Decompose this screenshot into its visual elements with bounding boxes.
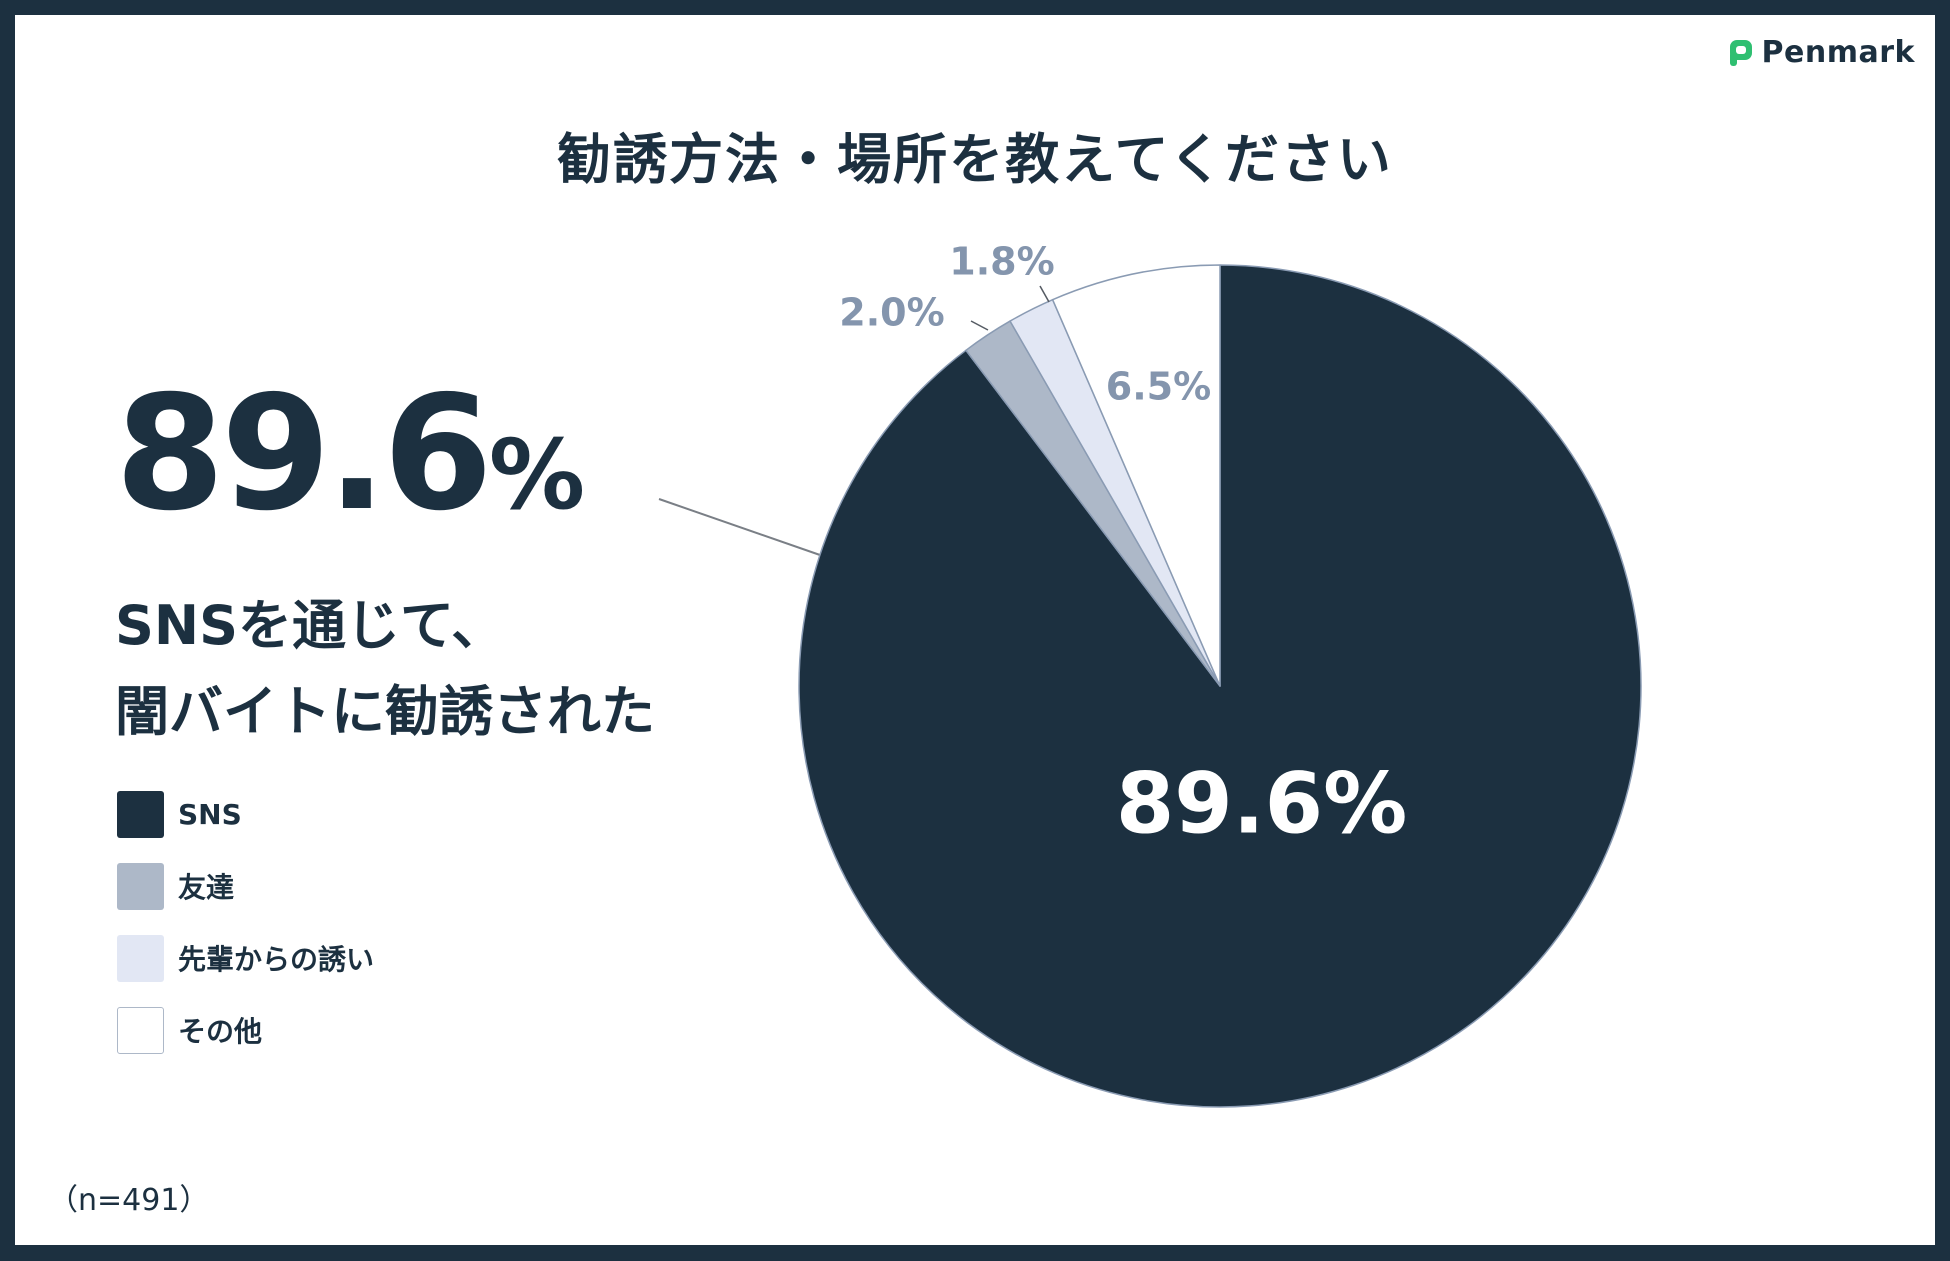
chart-title: 勧誘方法・場所を教えてください (557, 128, 1393, 191)
legend-item-senior: 先輩からの誘い (117, 934, 374, 982)
pie-label-2: 1.8% (949, 240, 1054, 284)
sample-size-note: （n=491） (48, 1183, 210, 1218)
brand-logo: Penmark (1728, 35, 1915, 70)
chart-card: Penmark 勧誘方法・場所を教えてください 89.6% SNSを通じて、 闇… (15, 15, 1935, 1245)
pie-label-1: 2.0% (839, 291, 944, 335)
legend-item-sns: SNS (117, 790, 374, 838)
pie-slice-0 (798, 264, 1642, 1108)
legend-swatch (117, 862, 164, 910)
legend-swatch (117, 1006, 164, 1054)
legend-label: その他 (178, 1015, 263, 1048)
chart-legend: SNS 友達 先輩からの誘い その他 (117, 790, 374, 1078)
legend-label: SNS (178, 797, 242, 831)
pie-slice-3 (1051, 264, 1221, 687)
legend-label: 友達 (178, 871, 235, 904)
legend-item-other: その他 (117, 1006, 374, 1054)
pie-leader-line (970, 320, 989, 331)
penmark-logo-icon (1729, 39, 1752, 66)
legend-item-friends: 友達 (117, 862, 374, 910)
headline-value: 89.6% (115, 375, 585, 533)
pie-chart: 89.6% 2.0%1.8% 6.5% (658, 240, 1642, 1108)
legend-swatch (117, 790, 164, 838)
legend-label: 先輩からの誘い (178, 943, 375, 976)
headline-unit: % (488, 419, 586, 531)
legend-swatch (117, 934, 164, 982)
pie-leader-line (1039, 285, 1050, 303)
headline-text: SNSを通じて、 闇バイトに勧誘された (115, 583, 655, 755)
headline-line-1: SNSを通じて、 (115, 594, 506, 657)
pie-label-0: 89.6% (1116, 755, 1407, 853)
pie-label-3: 6.5% (1106, 365, 1211, 409)
headline-line-2: 闇バイトに勧誘された (115, 680, 655, 743)
headline-leader-line (658, 498, 821, 556)
headline-number: 89.6 (115, 362, 493, 546)
brand-name: Penmark (1761, 35, 1915, 70)
